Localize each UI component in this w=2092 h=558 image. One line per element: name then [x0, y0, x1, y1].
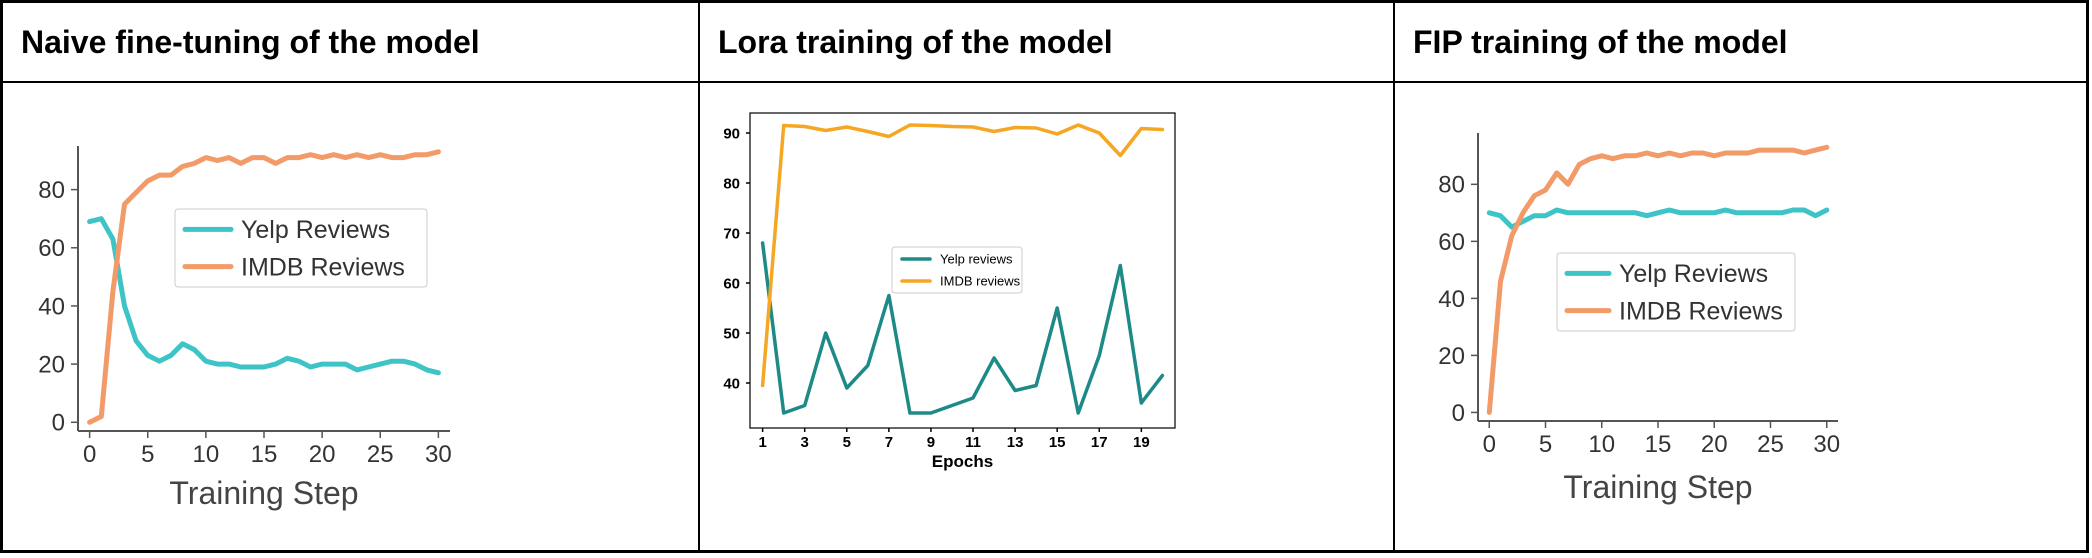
x-tick-label: 20 — [1701, 431, 1728, 458]
x-tick-label: 30 — [425, 441, 452, 468]
naive-fine-tuning-chart: 0 5 10 15 20 25 30 0 20 40 60 80 Training Step Yelp R… — [38, 146, 452, 511]
y-tick-label: 40 — [723, 375, 740, 392]
y-tick-label: 80 — [723, 175, 740, 192]
x-tick-label: 0 — [83, 441, 96, 468]
x-tick-label: 15 — [1645, 431, 1672, 458]
y-tick-label: 0 — [52, 410, 65, 437]
cell-lora-chart: 1 3 5 7 9 11 13 15 17 19 40 50 60 70 80 90 Epochs Yelp re… — [700, 83, 1393, 553]
series-line-imdb — [760, 123, 1165, 388]
x-tick-label: 13 — [1007, 434, 1024, 451]
header-naive-fine-tuning: Naive fine-tuning of the model — [21, 23, 480, 60]
y-tick-label: 90 — [723, 125, 740, 142]
y-tick-label: 0 — [1452, 400, 1465, 427]
x-tick-label: 10 — [1588, 431, 1615, 458]
x-tick-label: 9 — [927, 434, 935, 451]
legend-label: IMDB reviews — [940, 274, 1021, 289]
header-lora-training: Lora training of the model — [718, 23, 1113, 60]
series-line-yelp — [87, 216, 441, 376]
column-divider — [698, 3, 700, 550]
y-tick-label: 50 — [723, 325, 740, 342]
x-tick-label: 19 — [1133, 434, 1150, 451]
header-divider — [3, 81, 2086, 83]
x-tick-label: 30 — [1813, 431, 1840, 458]
x-tick-label: 0 — [1483, 431, 1496, 458]
x-tick-label: 20 — [309, 441, 336, 468]
y-tick-label: 40 — [1438, 286, 1465, 313]
legend-label: IMDB Reviews — [1619, 297, 1783, 325]
x-tick-label: 15 — [1049, 434, 1066, 451]
legend-label: Yelp Reviews — [241, 216, 390, 244]
legend-label: IMDB Reviews — [241, 253, 405, 281]
x-tick-label: 25 — [367, 441, 394, 468]
x-tick-label: 3 — [801, 434, 809, 451]
y-tick-label: 80 — [1438, 172, 1465, 199]
cell-naive-chart: 0 5 10 15 20 25 30 0 20 40 60 80 Training Step Yelp R… — [3, 83, 698, 553]
x-tick-label: 5 — [1539, 431, 1552, 458]
legend-box — [1556, 252, 1796, 332]
y-tick-label: 70 — [723, 225, 740, 242]
legend-box — [174, 208, 428, 288]
y-tick-label: 20 — [38, 352, 65, 379]
series-line-yelp — [1486, 207, 1830, 230]
legend-label: Yelp reviews — [940, 252, 1013, 267]
y-tick-label: 60 — [1438, 229, 1465, 256]
fip-training-chart: 0 5 10 15 20 25 30 0 20 40 60 80 Training Step Yelp R… — [1438, 133, 1840, 505]
column-divider — [1393, 3, 1395, 550]
x-tick-label: 1 — [758, 434, 766, 451]
x-tick-label: 5 — [843, 434, 851, 451]
x-axis-label: Epochs — [932, 452, 993, 471]
series-line-imdb — [1486, 144, 1830, 415]
y-tick-label: 80 — [38, 177, 65, 204]
cell-fip-chart: 0 5 10 15 20 25 30 0 20 40 60 80 Training Step Yelp R… — [1395, 83, 2088, 553]
x-tick-label: 11 — [965, 434, 981, 451]
x-axis-label: Training Step — [169, 475, 358, 511]
y-tick-label: 20 — [1438, 343, 1465, 370]
x-tick-label: 7 — [885, 434, 893, 451]
x-tick-label: 10 — [193, 441, 220, 468]
x-tick-label: 15 — [251, 441, 278, 468]
y-tick-label: 60 — [723, 275, 740, 292]
x-axis-label: Training Step — [1563, 469, 1752, 505]
y-tick-label: 40 — [38, 293, 65, 320]
legend-label: Yelp Reviews — [1619, 260, 1768, 288]
x-tick-label: 25 — [1757, 431, 1784, 458]
header-fip-training: FIP training of the model — [1413, 23, 1788, 60]
x-tick-label: 5 — [141, 441, 154, 468]
plot-frame — [749, 112, 1176, 429]
series-line-imdb — [87, 149, 441, 425]
series-line-yelp — [760, 241, 1165, 415]
x-tick-label: 17 — [1091, 434, 1108, 451]
y-tick-label: 60 — [38, 235, 65, 262]
